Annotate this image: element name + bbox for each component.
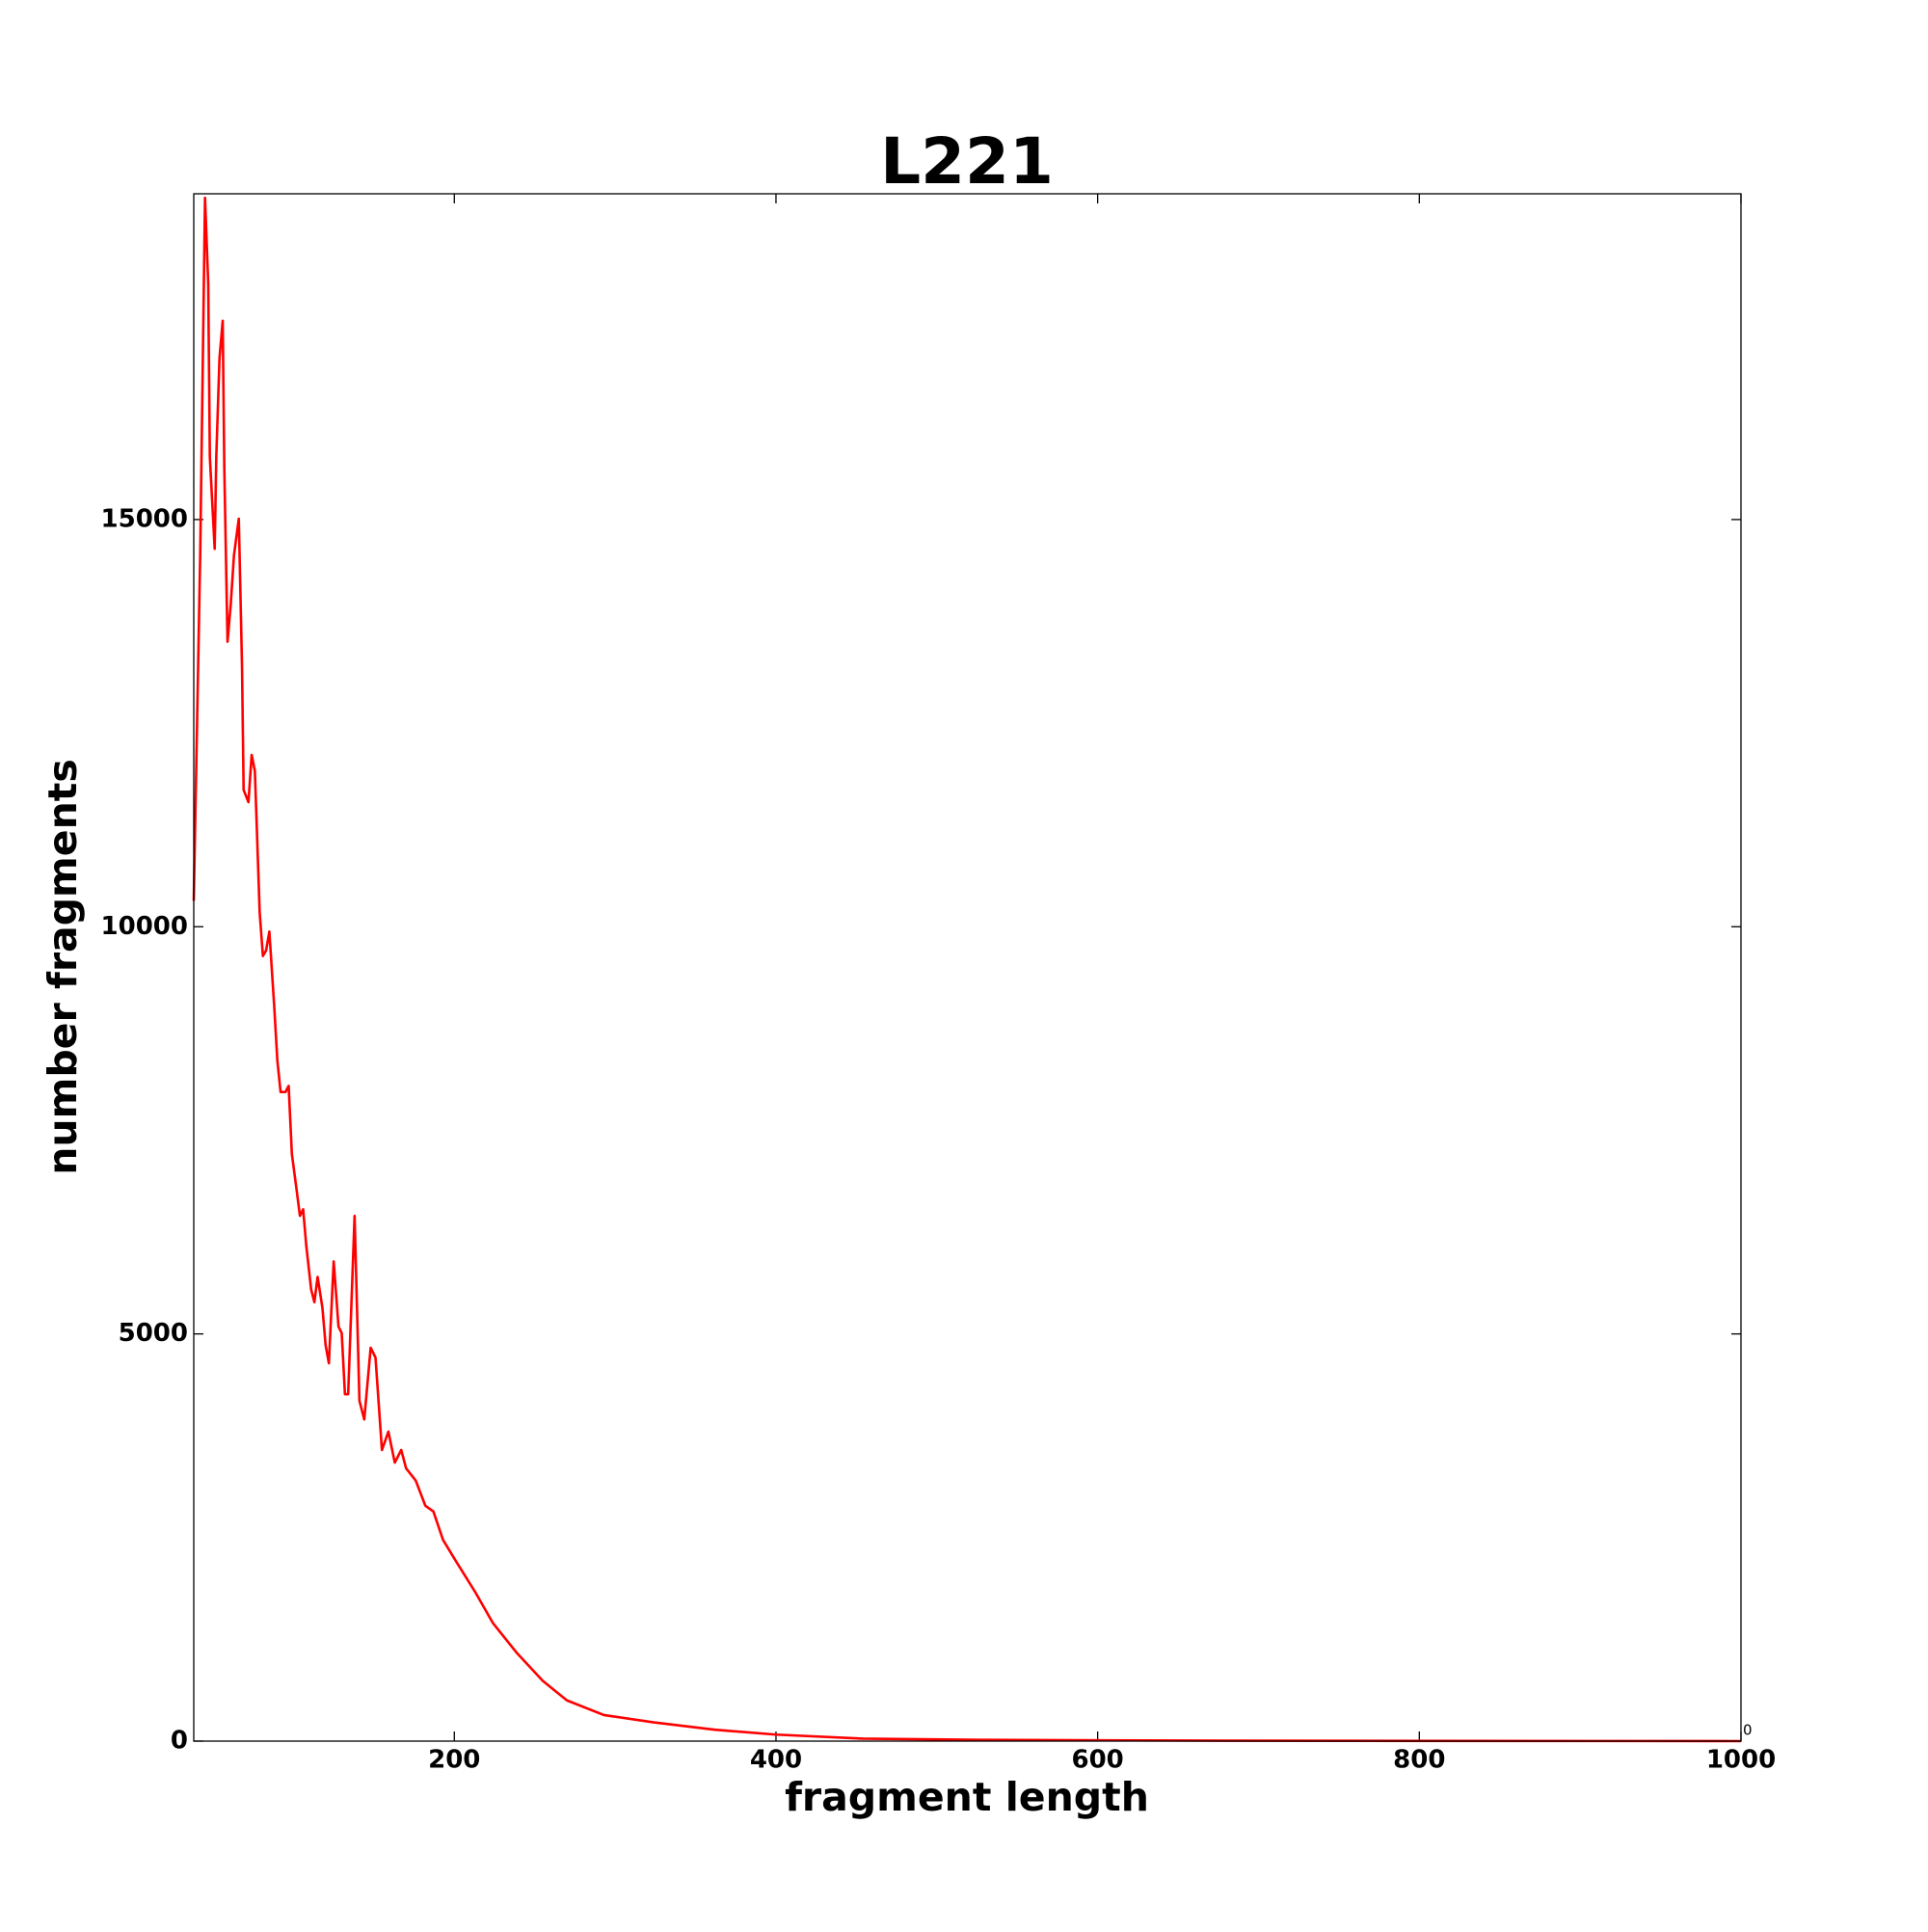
y-axis-label: number fragments — [40, 759, 86, 1175]
y-tick-label: 0 — [171, 1727, 188, 1756]
x-tick-label: 200 — [428, 1746, 480, 1775]
y-tick-label: 5000 — [119, 1319, 188, 1348]
y-tick-label: 15000 — [101, 504, 188, 533]
plot-frame — [193, 193, 1742, 1742]
x-tick-label: 600 — [1071, 1746, 1123, 1775]
x-axis-label: fragment length — [785, 1774, 1149, 1820]
x-tick-label: 400 — [750, 1746, 802, 1775]
x-tick-label: 1000 — [1706, 1746, 1776, 1775]
chart-title: L221 — [880, 124, 1054, 199]
x-tick-label: 800 — [1393, 1746, 1445, 1775]
corner-text: 0 — [1743, 1722, 1753, 1739]
data-line — [192, 196, 1742, 1743]
y-tick-label: 10000 — [101, 912, 188, 941]
